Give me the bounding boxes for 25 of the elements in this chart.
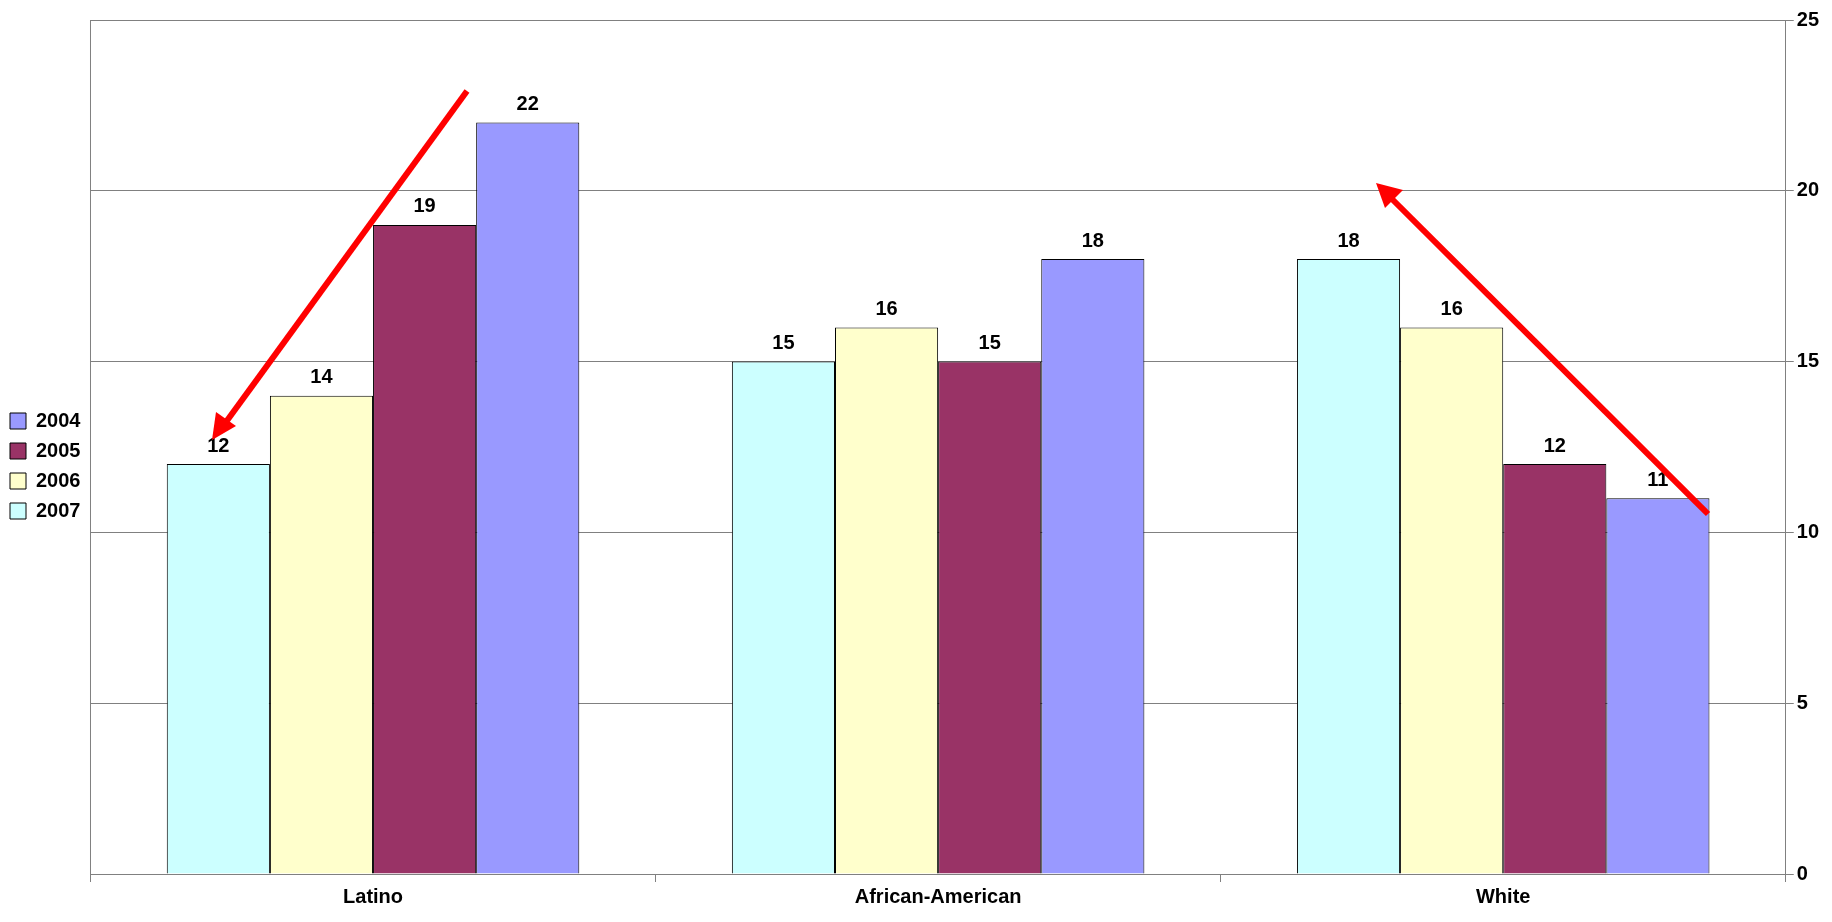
y-tick-label: 15 (1796, 349, 1819, 372)
y-tick-label: 25 (1796, 7, 1819, 30)
x-tick-label: African-American (854, 884, 1022, 907)
y-tick-label: 20 (1796, 178, 1819, 201)
data-label: 15 (772, 331, 795, 354)
x-tick-label: White (1475, 884, 1531, 907)
legend-label: 2006 (36, 468, 81, 491)
y-tick-label: 0 (1796, 861, 1808, 884)
data-label: 16 (1440, 296, 1463, 319)
data-label: 11 (1647, 467, 1669, 490)
data-label: 14 (310, 365, 334, 388)
y-tick-label: 10 (1796, 519, 1819, 542)
legend-label: 2007 (36, 498, 81, 521)
data-label: 12 (207, 433, 230, 456)
data-label: 19 (413, 194, 436, 217)
data-label: 18 (1081, 228, 1104, 251)
data-label: 18 (1337, 228, 1360, 251)
legend-label: 2004 (36, 408, 82, 431)
legend-label: 2005 (36, 438, 81, 461)
y-tick-label: 5 (1796, 690, 1808, 713)
x-tick-label: Latino (343, 884, 404, 907)
data-label: 15 (978, 331, 1001, 354)
data-label: 16 (875, 296, 898, 319)
data-label: 12 (1543, 433, 1566, 456)
data-label: 22 (516, 92, 539, 114)
